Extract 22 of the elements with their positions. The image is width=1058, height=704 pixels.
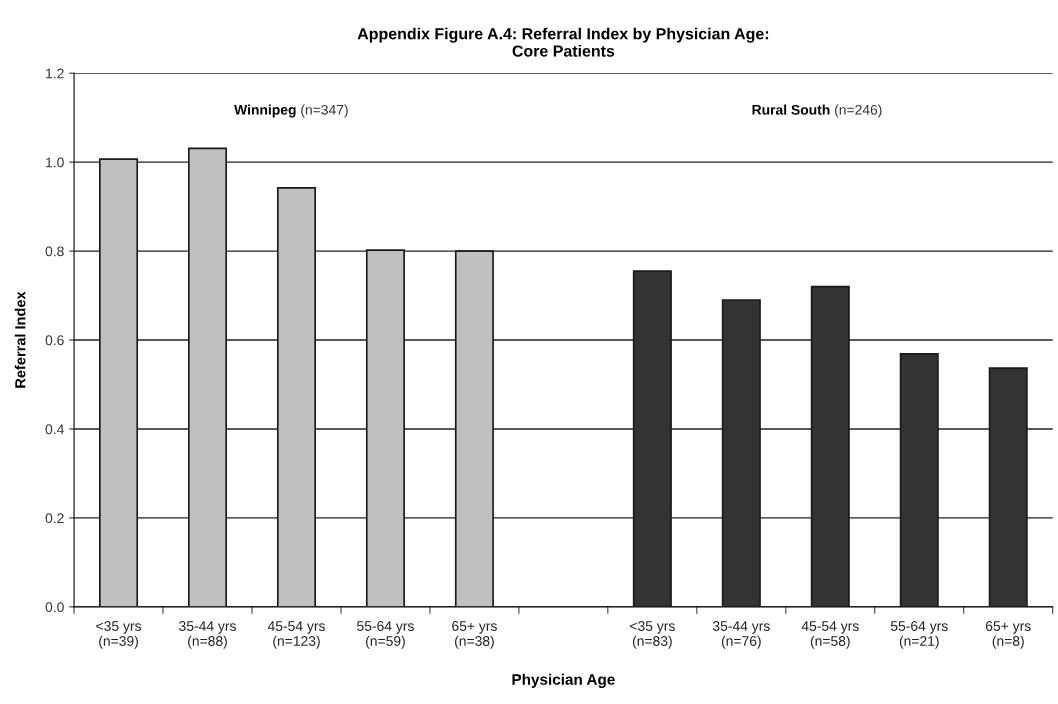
annotation: Winnipeg (n=347) (234, 104, 348, 118)
x-tick-label: 35-44 yrs (n=88) (179, 621, 236, 649)
chart-title: Appendix Figure A.4: Referral Index by Physician Age: Core Patients (357, 27, 769, 57)
x-tick-label: 35-44 yrs (n=76) (712, 621, 770, 649)
x-tick-label: 45-54 yrs (n=58) (801, 621, 859, 649)
x-tick-label: <35 yrs (n=39) (96, 621, 142, 649)
y-tick-label: 0.8 (45, 246, 64, 257)
x-axis-title: Physician Age (512, 673, 615, 688)
y-tick-label: 1.2 (46, 68, 64, 79)
x-tick-label: 45-54 yrs (n=123) (267, 621, 325, 649)
y-tick-label: 0.2 (45, 513, 64, 524)
annotation: Rural South (n=246) (752, 104, 882, 118)
y-tick-label: 0.0 (45, 602, 64, 613)
y-tick-label: 1.0 (46, 157, 64, 168)
y-tick-label: 0.6 (45, 335, 64, 346)
x-tick-label: <35 yrs (n=83) (630, 621, 675, 649)
y-tick-label: 0.4 (45, 424, 64, 435)
x-tick-label: 65+ yrs (n=8) (985, 621, 1031, 649)
x-tick-label: 65+ yrs (n=38) (452, 621, 497, 649)
y-axis-title: Referral Index (14, 291, 26, 388)
x-tick-label: 55-64 yrs (n=59) (357, 621, 414, 649)
x-tick-label: 55-64 yrs (n=21) (890, 621, 948, 649)
